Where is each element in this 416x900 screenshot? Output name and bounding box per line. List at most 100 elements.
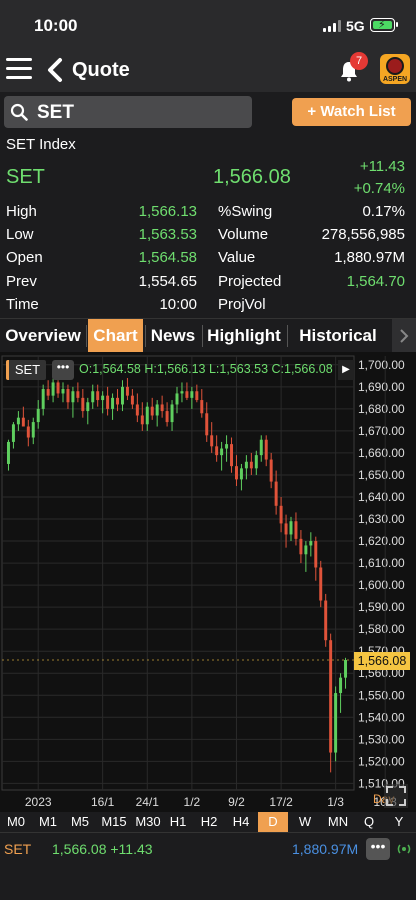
chart-options-button[interactable]: ••• bbox=[52, 360, 74, 380]
timeframe-q[interactable]: Q bbox=[363, 814, 375, 829]
candle-body bbox=[125, 386, 129, 396]
candle-body bbox=[344, 660, 348, 678]
candle-body bbox=[314, 541, 318, 568]
candle-body bbox=[86, 402, 90, 412]
x-tick-label: 9/2 bbox=[228, 795, 245, 809]
stat-label: Low bbox=[6, 226, 34, 243]
timeframe-w[interactable]: W bbox=[298, 814, 312, 829]
hamburger-menu-icon[interactable] bbox=[6, 58, 32, 80]
search-row: SET + Watch List bbox=[0, 92, 416, 132]
timeframe-m0[interactable]: M0 bbox=[6, 814, 26, 829]
home-indicator-area bbox=[0, 864, 416, 900]
tab-highlight[interactable]: Highlight bbox=[207, 326, 281, 345]
stat-label: Time bbox=[6, 296, 39, 313]
y-tick-label: 1,550.00 bbox=[358, 688, 405, 702]
ticker-more-button[interactable]: ••• bbox=[366, 838, 390, 860]
candle-body bbox=[96, 391, 100, 401]
y-tick-label: 1,520.00 bbox=[358, 754, 405, 768]
ohlc-scroll-icon[interactable]: ▶ bbox=[338, 360, 354, 380]
candle-body bbox=[51, 382, 55, 396]
price-chart[interactable]: 1,700.00 1,690.00 1,680.00 1,670.00 1,660.00… bbox=[0, 352, 416, 812]
ticker-symbol[interactable]: SET bbox=[4, 841, 32, 857]
candle-body bbox=[284, 523, 288, 535]
candle-body bbox=[180, 391, 184, 394]
candle-body bbox=[234, 466, 238, 480]
tab-news[interactable]: News bbox=[150, 326, 196, 345]
candle-body bbox=[205, 413, 209, 436]
candle-body bbox=[220, 448, 224, 456]
candle-body bbox=[279, 505, 283, 524]
candle-body bbox=[150, 406, 154, 416]
candle-body bbox=[11, 424, 15, 442]
tab-chart[interactable]: Chart bbox=[88, 319, 143, 353]
candle-body bbox=[210, 435, 214, 447]
stat-label: High bbox=[6, 203, 37, 220]
tabs-scroll-right-icon[interactable] bbox=[392, 319, 416, 353]
timeframe-bar: M0 M1 M5 M15 M30 H1 H2 H4 D W MN Q Y bbox=[0, 812, 416, 832]
candle-body bbox=[160, 404, 164, 412]
plot-frame bbox=[1, 355, 355, 791]
timeframe-h1[interactable]: H1 bbox=[169, 814, 187, 829]
candle-body bbox=[66, 389, 70, 403]
ticker-price-change: 1,566.08 +11.43 bbox=[52, 841, 153, 857]
timeframe-m30[interactable]: M30 bbox=[135, 814, 161, 829]
timeframe-y[interactable]: Y bbox=[394, 814, 404, 829]
tab-historical[interactable]: Historical bbox=[299, 326, 377, 345]
candle-body bbox=[239, 468, 243, 480]
candle-body bbox=[225, 444, 229, 449]
candle-body bbox=[254, 455, 258, 469]
stat-label: %Swing bbox=[218, 203, 273, 220]
quote-symbol: SET bbox=[6, 166, 45, 188]
back-chevron-icon[interactable] bbox=[46, 57, 64, 83]
stat-label: ProjVol bbox=[218, 296, 266, 313]
app-header: Quote 7 ASPEN bbox=[0, 48, 416, 92]
stat-label: Open bbox=[6, 249, 43, 266]
stat-value: 1,564.70 bbox=[346, 273, 405, 290]
brand-logo[interactable]: ASPEN bbox=[380, 54, 410, 84]
candle-body bbox=[230, 444, 234, 467]
add-watch-list-button[interactable]: + Watch List bbox=[292, 98, 411, 126]
candle-body bbox=[309, 541, 313, 546]
candle-body bbox=[175, 393, 179, 405]
battery-icon: ⚡ bbox=[370, 18, 398, 32]
timeframe-d[interactable]: D bbox=[258, 812, 288, 832]
last-price: 1,566.08 bbox=[213, 166, 291, 188]
candle-body bbox=[264, 439, 268, 460]
candle-body bbox=[21, 417, 25, 427]
candle-body bbox=[329, 640, 333, 753]
candle-body bbox=[26, 426, 30, 438]
candle-body bbox=[140, 415, 144, 425]
candle-body bbox=[56, 382, 60, 394]
candle-body bbox=[116, 397, 120, 405]
timeframe-m15[interactable]: M15 bbox=[101, 814, 127, 829]
fullscreen-icon[interactable] bbox=[384, 784, 408, 808]
stat-label: Prev bbox=[6, 273, 37, 290]
candle-body bbox=[16, 417, 20, 425]
stat-value: 1,566.13 bbox=[138, 203, 197, 220]
candle-body bbox=[269, 459, 273, 482]
stat-value: 1,564.58 bbox=[138, 249, 197, 266]
candle-body bbox=[120, 386, 124, 405]
live-signal-icon bbox=[397, 844, 411, 854]
timeframe-m5[interactable]: M5 bbox=[70, 814, 90, 829]
search-box[interactable]: SET bbox=[4, 96, 252, 128]
y-tick-label: 1,610.00 bbox=[358, 556, 405, 570]
timeframe-mn[interactable]: MN bbox=[327, 814, 349, 829]
candle-body bbox=[31, 422, 35, 438]
tab-overview[interactable]: Overview bbox=[5, 326, 81, 345]
quote-panel: SET Index SET 1,566.08 +11.43 +0.74% Hig… bbox=[0, 132, 416, 318]
candle-body bbox=[41, 389, 45, 409]
timeframe-m1[interactable]: M1 bbox=[38, 814, 58, 829]
candle-body bbox=[61, 389, 65, 394]
candle-body bbox=[339, 677, 343, 694]
timeframe-h4[interactable]: H4 bbox=[232, 814, 250, 829]
timeframe-h2[interactable]: H2 bbox=[200, 814, 218, 829]
y-tick-label: 1,530.00 bbox=[358, 732, 405, 746]
candle-body bbox=[190, 391, 194, 398]
candlestick-chart[interactable]: 1,700.00 1,690.00 1,680.00 1,670.00 1,660.00… bbox=[0, 352, 416, 812]
candle-body bbox=[299, 538, 303, 555]
chart-symbol-tag[interactable]: SET bbox=[6, 360, 46, 380]
candle-body bbox=[101, 395, 105, 401]
y-tick-label: 1,600.00 bbox=[358, 578, 405, 592]
search-input[interactable]: SET bbox=[37, 102, 74, 123]
